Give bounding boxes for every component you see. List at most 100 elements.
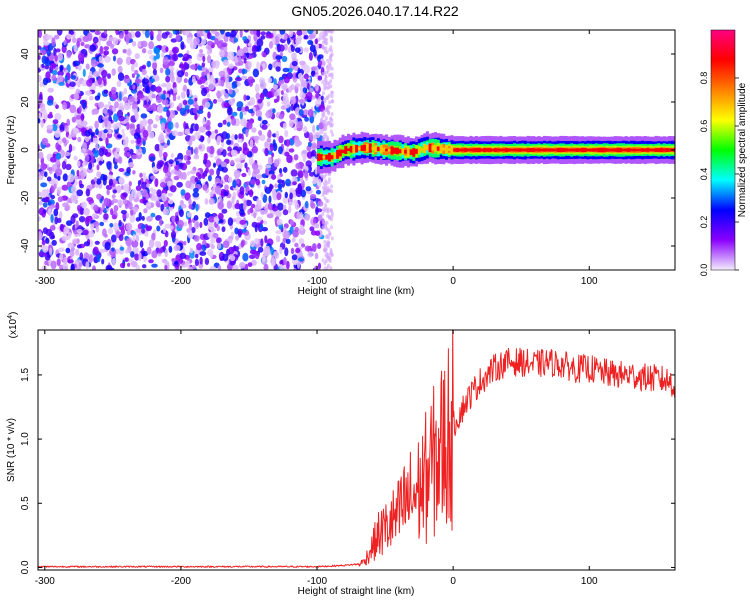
noise-blob bbox=[311, 180, 317, 185]
noise-blob bbox=[44, 59, 52, 67]
noise-blob bbox=[131, 73, 135, 78]
noise-blob bbox=[315, 206, 319, 216]
noise-blob bbox=[88, 95, 94, 101]
noise-blob bbox=[42, 41, 50, 46]
noise-blob bbox=[202, 55, 206, 63]
noise-blob bbox=[85, 215, 93, 222]
noise-blob bbox=[110, 208, 114, 216]
noise-blob bbox=[253, 205, 261, 211]
noise-blob bbox=[46, 176, 52, 182]
noise-blob bbox=[312, 124, 316, 134]
bottom-x-axis-label: Height of straight line (km) bbox=[298, 586, 415, 597]
noise-blob bbox=[76, 169, 80, 177]
noise-blob bbox=[235, 162, 243, 169]
noise-blob bbox=[184, 71, 189, 77]
noise-blob bbox=[79, 183, 84, 189]
noise-blob bbox=[85, 188, 91, 197]
noise-blob bbox=[197, 109, 204, 114]
noise-blob bbox=[177, 219, 184, 229]
noise-blob bbox=[310, 202, 316, 209]
noise-blob bbox=[248, 157, 254, 166]
noise-blob bbox=[38, 163, 41, 168]
noise-blob bbox=[146, 183, 150, 188]
noise-blob bbox=[209, 168, 215, 176]
trace-cell bbox=[632, 148, 636, 152]
noise-blob bbox=[309, 132, 314, 141]
noise-blob bbox=[114, 101, 119, 109]
noise-blob bbox=[68, 30, 75, 36]
noise-blob bbox=[169, 225, 174, 230]
noise-blob bbox=[303, 47, 310, 53]
noise-blob bbox=[107, 73, 111, 79]
noise-blob bbox=[185, 160, 191, 165]
noise-blob bbox=[217, 242, 222, 250]
trace-cell bbox=[654, 148, 658, 152]
noise-blob bbox=[76, 244, 82, 249]
noise-blob bbox=[54, 216, 59, 225]
noise-blob bbox=[196, 30, 203, 38]
noise-blob bbox=[322, 181, 326, 186]
noise-blob bbox=[70, 246, 75, 252]
trace-cell bbox=[453, 148, 457, 152]
noise-blob bbox=[275, 235, 281, 243]
noise-blob bbox=[83, 207, 90, 216]
noise-blob bbox=[231, 134, 235, 139]
noise-blob bbox=[313, 30, 317, 37]
noise-blob bbox=[205, 125, 211, 131]
noise-region bbox=[38, 30, 335, 270]
noise-blob bbox=[44, 196, 49, 203]
noise-blob bbox=[250, 240, 256, 248]
noise-blob bbox=[246, 121, 253, 130]
noise-blob bbox=[46, 49, 51, 57]
noise-blob bbox=[207, 40, 214, 46]
noise-blob bbox=[159, 181, 167, 188]
noise-blob bbox=[262, 63, 266, 69]
noise-blob bbox=[249, 139, 254, 148]
noise-blob bbox=[325, 234, 329, 238]
noise-blob bbox=[41, 137, 49, 146]
noise-blob bbox=[72, 213, 79, 219]
trace-cell bbox=[600, 148, 604, 152]
noise-blob bbox=[217, 122, 223, 128]
trace-cell bbox=[404, 149, 408, 154]
noise-blob bbox=[259, 223, 264, 231]
trace-cell bbox=[545, 148, 549, 152]
noise-blob bbox=[101, 258, 105, 265]
noise-blob bbox=[116, 185, 122, 194]
noise-blob bbox=[221, 142, 225, 148]
noise-blob bbox=[140, 40, 148, 48]
noise-blob bbox=[96, 171, 102, 178]
noise-blob bbox=[266, 101, 271, 107]
noise-blob bbox=[128, 194, 133, 203]
noise-blob bbox=[325, 208, 329, 213]
noise-blob bbox=[321, 71, 325, 76]
noise-blob bbox=[38, 45, 42, 50]
noise-blob bbox=[290, 103, 294, 112]
noise-blob bbox=[314, 252, 319, 260]
noise-blob bbox=[325, 220, 329, 225]
noise-blob bbox=[190, 146, 194, 155]
noise-blob bbox=[273, 252, 277, 257]
trace-cell bbox=[496, 148, 500, 152]
noise-blob bbox=[226, 200, 233, 209]
noise-blob bbox=[216, 135, 222, 142]
trace-cell bbox=[480, 148, 484, 152]
trace-cell bbox=[423, 143, 427, 154]
noise-blob bbox=[257, 246, 264, 253]
noise-blob bbox=[41, 264, 47, 270]
noise-blob bbox=[236, 101, 244, 109]
noise-blob bbox=[242, 147, 250, 156]
noise-blob bbox=[207, 111, 211, 119]
trace-cell bbox=[581, 147, 585, 153]
noise-blob bbox=[187, 231, 194, 239]
noise-blob bbox=[288, 86, 293, 93]
noise-blob bbox=[123, 138, 129, 148]
noise-blob bbox=[55, 104, 59, 109]
noise-blob bbox=[172, 130, 179, 137]
trace-cell bbox=[330, 155, 334, 160]
noise-blob bbox=[256, 198, 260, 207]
noise-blob bbox=[204, 30, 209, 33]
noise-blob bbox=[101, 122, 105, 129]
trace-cell bbox=[317, 153, 320, 161]
noise-blob bbox=[40, 119, 44, 128]
